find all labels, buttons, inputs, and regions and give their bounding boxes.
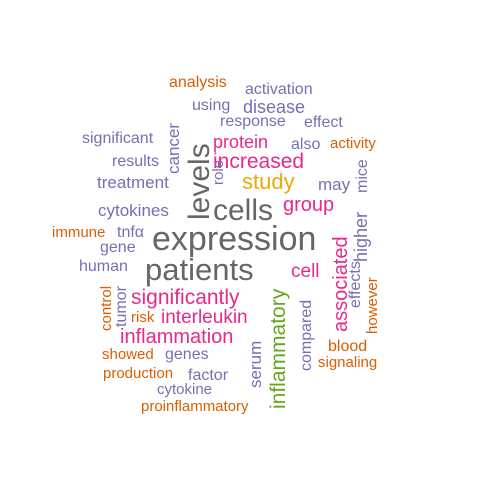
word-treatment: treatment [97, 173, 169, 192]
word-signaling: signaling [318, 354, 378, 371]
word-study: study [242, 169, 295, 194]
word-activity: activity [330, 135, 376, 152]
word-control: control [98, 285, 115, 331]
word-showed: showed [102, 346, 154, 363]
word-however: however [364, 277, 381, 334]
word-expression: expression [152, 220, 317, 258]
word-blood: blood [328, 338, 368, 355]
word-inflammation: inflammation [120, 326, 234, 348]
word-also: also [291, 136, 321, 153]
word-significant: significant [82, 130, 154, 147]
word-inflammatory: inflammatory [267, 288, 290, 409]
word-production: production [103, 365, 174, 382]
word-effects: effects [347, 261, 364, 308]
word-using: using [192, 97, 231, 114]
word-tumor: tumor [113, 286, 130, 327]
word-human: human [79, 258, 128, 275]
word-patients: patients [145, 252, 254, 287]
word-cells: cells [213, 194, 274, 227]
word-immune: immune [52, 224, 106, 241]
word-mice: mice [354, 159, 371, 193]
word-tnfa: tnfα [117, 224, 145, 241]
word-activation: activation [245, 81, 313, 98]
word-compared: compared [298, 299, 315, 371]
word-proinflammatory: proinflammatory [141, 398, 249, 415]
word-gene: gene [100, 239, 136, 256]
word-risk: risk [131, 309, 155, 326]
word-analysis: analysis [169, 74, 227, 91]
word-cytokine: cytokine [157, 381, 213, 398]
word-disease: disease [243, 97, 306, 117]
word-group: group [283, 194, 335, 216]
word-higher: higher [351, 211, 371, 262]
word-cytokines: cytokines [98, 201, 169, 220]
word-effect: effect [304, 114, 343, 131]
word-significantly: significantly [131, 286, 240, 309]
word-genes: genes [165, 346, 209, 363]
word-role: role [210, 159, 227, 185]
word-factor: factor [188, 367, 229, 384]
word-protein: protein [213, 132, 269, 152]
word-results: results [112, 153, 160, 170]
word-response: response [220, 113, 286, 130]
word-may: may [318, 175, 351, 194]
word-cancer: cancer [164, 122, 183, 174]
word-cell: cell [291, 261, 320, 282]
word-serum: serum [246, 340, 265, 388]
word-interleukin: interleukin [161, 307, 248, 328]
word-increased: increased [213, 150, 305, 173]
